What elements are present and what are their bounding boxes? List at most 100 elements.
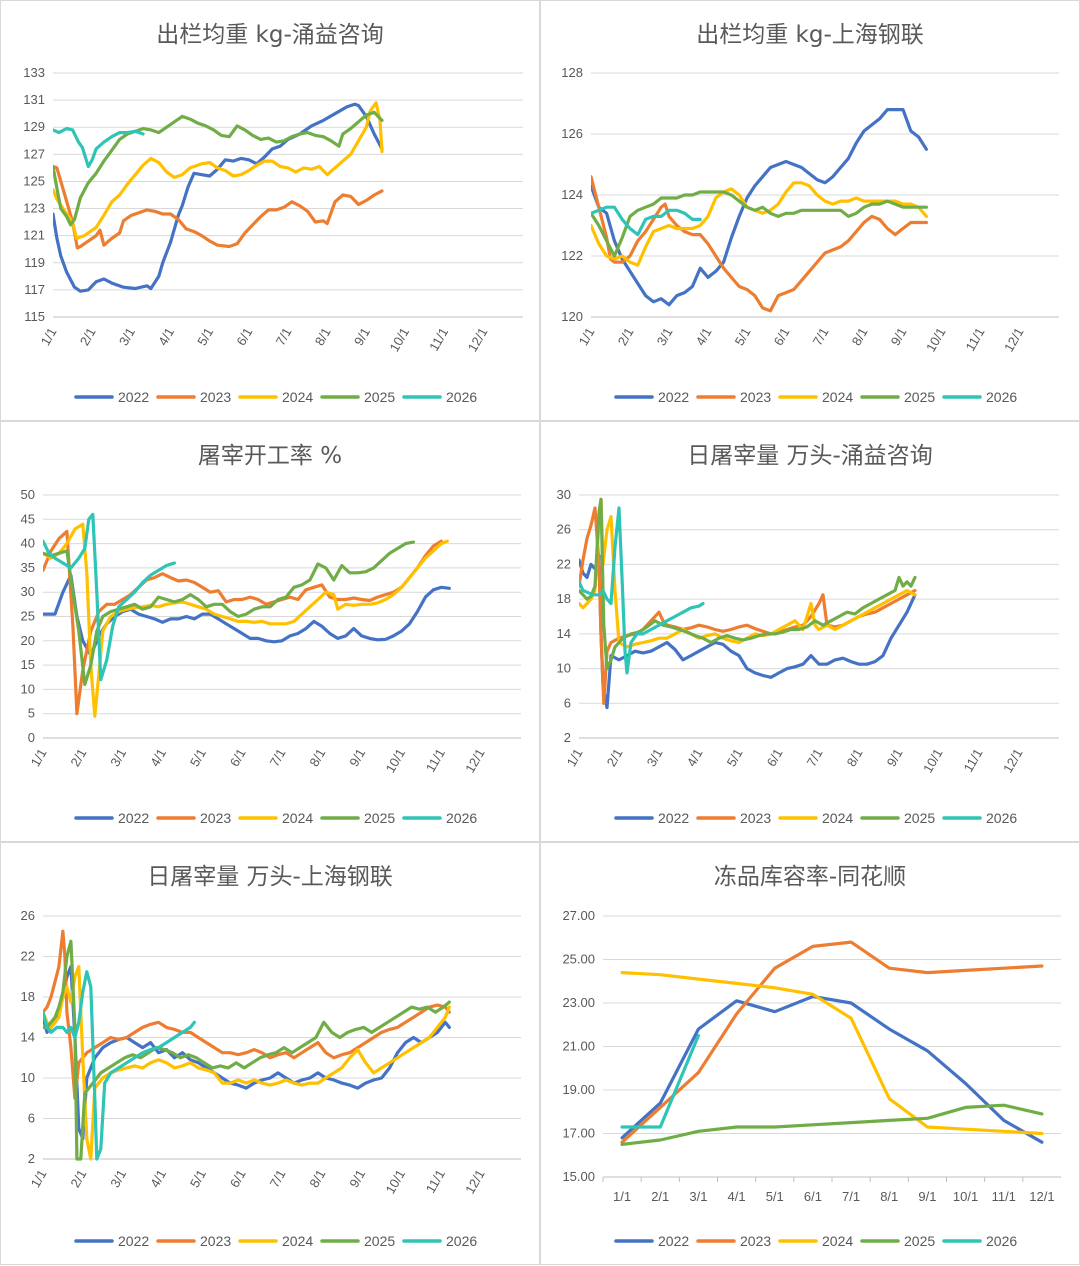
y-tick-label: 30 bbox=[21, 584, 35, 599]
y-tick-label: 6 bbox=[564, 695, 571, 710]
x-tick-label: 12/1 bbox=[1001, 325, 1027, 354]
series-line-2025 bbox=[620, 1103, 1044, 1146]
x-tick-label: 12/1 bbox=[462, 746, 488, 775]
x-tick-label: 6/1 bbox=[804, 1189, 822, 1204]
x-tick-label: 9/1 bbox=[351, 325, 373, 348]
legend-label-2025: 2025 bbox=[904, 389, 935, 405]
legend-label-2025: 2025 bbox=[904, 1233, 935, 1249]
series-line-2025 bbox=[43, 540, 416, 687]
y-tick-label: 17.00 bbox=[562, 1126, 595, 1141]
series-line-2023 bbox=[620, 940, 1044, 1144]
y-tick-label: 25.00 bbox=[562, 952, 595, 967]
x-tick-label: 10/1 bbox=[382, 746, 408, 775]
series-line-2025 bbox=[53, 110, 384, 227]
x-tick-label: 4/1 bbox=[728, 1189, 746, 1204]
y-tick-label: 120 bbox=[561, 309, 583, 324]
y-tick-label: 124 bbox=[561, 187, 583, 202]
x-tick-label: 2/1 bbox=[604, 746, 626, 769]
x-tick-label: 8/1 bbox=[306, 1167, 328, 1190]
y-tick-label: 123 bbox=[23, 201, 45, 216]
x-tick-label: 1/1 bbox=[576, 325, 598, 348]
legend-label-2022: 2022 bbox=[118, 389, 149, 405]
x-tick-label: 11/1 bbox=[426, 325, 451, 354]
x-tick-label: 8/1 bbox=[880, 1189, 898, 1204]
legend-label-2026: 2026 bbox=[446, 389, 477, 405]
x-tick-label: 2/1 bbox=[67, 746, 89, 769]
y-tick-label: 10 bbox=[21, 1070, 35, 1085]
legend-label-2026: 2026 bbox=[446, 1233, 477, 1249]
series-line-2024 bbox=[579, 497, 917, 649]
x-tick-label: 2/1 bbox=[651, 1189, 669, 1204]
series-line-2022 bbox=[53, 102, 384, 293]
y-tick-label: 0 bbox=[28, 730, 35, 745]
x-tick-label: 10/1 bbox=[382, 1167, 408, 1196]
y-tick-label: 30 bbox=[557, 487, 571, 502]
y-tick-label: 127 bbox=[23, 146, 45, 161]
x-tick-label: 1/1 bbox=[613, 1189, 631, 1204]
x-tick-label: 11/1 bbox=[992, 1189, 1016, 1204]
legend-label-2024: 2024 bbox=[282, 810, 313, 826]
series-line-2024 bbox=[591, 181, 928, 267]
x-tick-label: 5/1 bbox=[194, 325, 216, 348]
x-tick-label: 5/1 bbox=[724, 746, 746, 769]
series-line-2024 bbox=[53, 101, 384, 240]
legend-label-2024: 2024 bbox=[282, 389, 313, 405]
legend-label-2023: 2023 bbox=[740, 1233, 771, 1249]
series-line-2026 bbox=[579, 506, 705, 675]
x-tick-label: 5/1 bbox=[187, 746, 209, 769]
x-tick-label: 8/1 bbox=[844, 746, 866, 769]
legend-label-2024: 2024 bbox=[822, 810, 853, 826]
x-tick-label: 11/1 bbox=[423, 746, 448, 775]
legend-label-2026: 2026 bbox=[986, 1233, 1017, 1249]
y-tick-label: 121 bbox=[23, 228, 45, 243]
legend-label-2025: 2025 bbox=[364, 810, 395, 826]
y-tick-label: 131 bbox=[23, 92, 45, 107]
x-tick-label: 4/1 bbox=[684, 746, 706, 769]
x-tick-label: 11/1 bbox=[423, 1167, 448, 1196]
legend-label-2025: 2025 bbox=[904, 810, 935, 826]
x-tick-label: 3/1 bbox=[689, 1189, 707, 1204]
y-tick-label: 45 bbox=[21, 511, 35, 526]
chart-title: 出栏均重 kg-上海钢联 bbox=[696, 22, 924, 48]
x-tick-label: 12/1 bbox=[1000, 746, 1026, 775]
x-tick-label: 2/1 bbox=[67, 1167, 89, 1190]
x-tick-label: 7/1 bbox=[273, 325, 295, 348]
chart-panel-2: 出栏均重 kg-上海钢联 120 122 124 126 128 1/1 2/1 3/1 4/1 5… bbox=[540, 0, 1080, 421]
y-tick-label: 10 bbox=[557, 661, 571, 676]
x-tick-label: 6/1 bbox=[233, 325, 255, 348]
x-tick-label: 12/1 bbox=[1029, 1189, 1054, 1204]
chart-title: 冻品库容率-同花顺 bbox=[713, 864, 907, 890]
series-line-2026 bbox=[53, 126, 145, 169]
x-tick-label: 1/1 bbox=[38, 325, 60, 348]
x-tick-label: 10/1 bbox=[923, 325, 949, 354]
y-tick-label: 126 bbox=[561, 126, 583, 141]
y-tick-label: 115 bbox=[24, 309, 45, 324]
chart-svg: 120 122 124 126 128 1/1 2/1 3/1 4/1 5/1 6/1 7/1 8/1 9… bbox=[561, 65, 1059, 405]
y-tick-label: 2 bbox=[564, 730, 571, 745]
legend-label-2024: 2024 bbox=[822, 389, 853, 405]
x-tick-label: 4/1 bbox=[147, 746, 169, 769]
x-tick-label: 4/1 bbox=[155, 325, 177, 348]
series-line-2025 bbox=[43, 939, 451, 1161]
legend-label-2023: 2023 bbox=[740, 810, 771, 826]
x-tick-label: 11/1 bbox=[962, 325, 987, 354]
y-tick-label: 26 bbox=[557, 522, 571, 537]
legend-label-2022: 2022 bbox=[118, 810, 149, 826]
series-line-2024 bbox=[43, 964, 451, 1161]
x-tick-label: 8/1 bbox=[849, 325, 871, 348]
x-tick-label: 10/1 bbox=[386, 325, 412, 354]
y-tick-label: 117 bbox=[24, 282, 45, 297]
x-tick-label: 8/1 bbox=[306, 746, 328, 769]
legend-label-2024: 2024 bbox=[282, 1233, 313, 1249]
series-line-2026 bbox=[591, 205, 702, 237]
x-tick-label: 1/1 bbox=[28, 746, 50, 769]
chart-svg: 15.00 17.00 19.00 21.00 23.00 25.00 27.00 1/1 2/… bbox=[562, 908, 1061, 1249]
x-tick-label: 4/1 bbox=[693, 325, 715, 348]
legend-label-2022: 2022 bbox=[658, 389, 689, 405]
y-tick-label: 18 bbox=[557, 591, 571, 606]
y-tick-label: 129 bbox=[23, 119, 45, 134]
chart-panel-3: 屠宰开工率 % 0 5 10 15 20 25 30 35 40 45 50 1/1 2/1 3/1 4/1 5… bbox=[0, 421, 540, 842]
y-tick-label: 6 bbox=[28, 1111, 35, 1126]
